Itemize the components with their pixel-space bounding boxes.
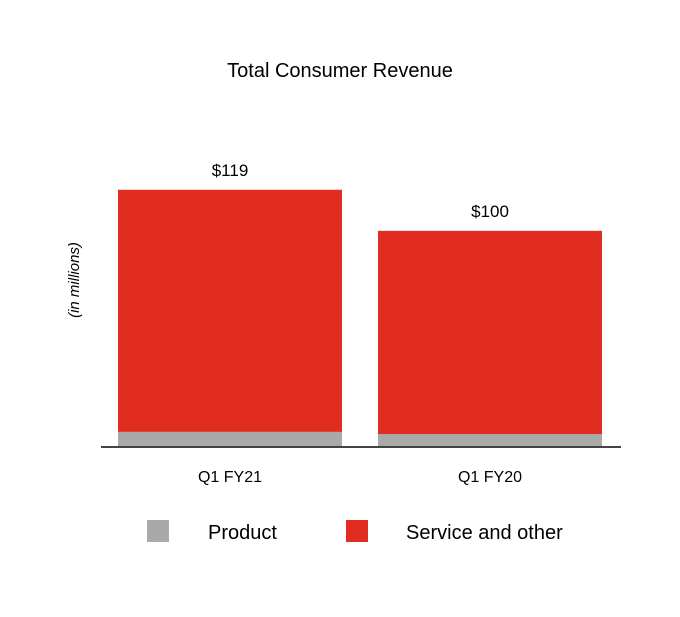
bars-layer [118, 189, 602, 447]
bar-product-2 [378, 434, 602, 447]
chart-title: Total Consumer Revenue [227, 60, 453, 82]
bar-service-1 [118, 189, 342, 432]
bar-total-label: $119 [212, 161, 249, 180]
bar-total-label: $100 [471, 202, 509, 221]
bar-service-2 [378, 230, 602, 435]
legend: Product Service and other [147, 520, 563, 544]
x-tick-label: Q1 FY20 [458, 469, 522, 486]
legend-swatch-service [346, 520, 368, 542]
labels-layer: $119 Q1 FY21 $100 Q1 FY20 [198, 161, 522, 486]
legend-label-service: Service and other [406, 522, 563, 544]
x-tick-label: Q1 FY21 [198, 469, 262, 486]
legend-label-product: Product [208, 522, 277, 544]
bar-product-1 [118, 431, 342, 447]
legend-swatch-product [147, 520, 169, 542]
y-axis-label: (in millions) [66, 242, 83, 318]
